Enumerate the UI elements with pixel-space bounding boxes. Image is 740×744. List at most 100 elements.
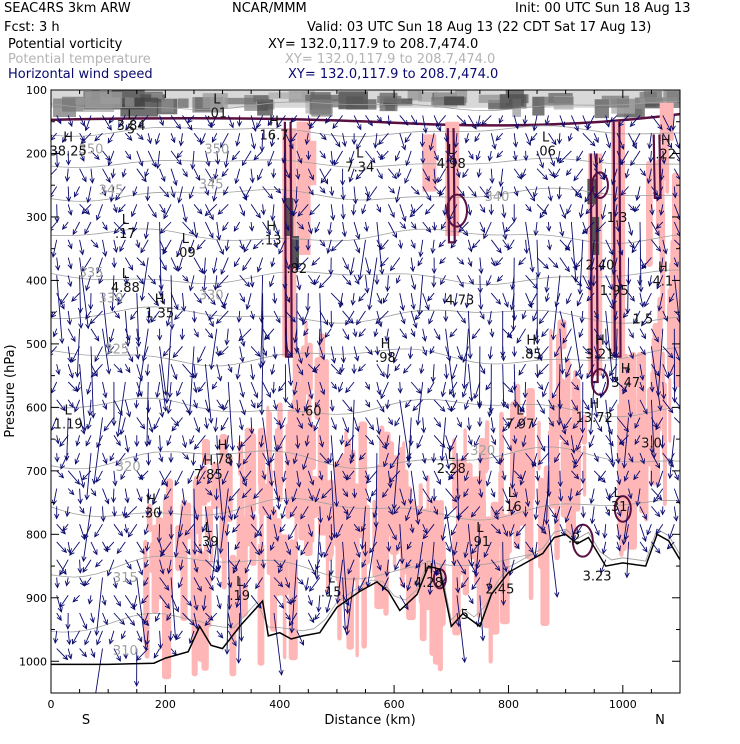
wind-arrow <box>577 239 584 295</box>
wind-arrow <box>621 506 629 546</box>
wind-arrow <box>124 132 133 141</box>
wind-arrow <box>300 541 309 556</box>
wind-arrow <box>578 204 584 219</box>
wind-arrow <box>422 115 428 134</box>
pv-extremum-value: .39 <box>198 535 219 550</box>
wind-arrow <box>559 115 566 128</box>
wind-arrow <box>594 186 607 199</box>
pv-extremum-value: .13 <box>261 233 282 248</box>
wind-arrow <box>399 204 407 223</box>
wind-arrow <box>107 132 115 144</box>
wind-arrow <box>573 168 584 182</box>
wind-arrow <box>292 381 298 396</box>
wind-arrow <box>651 363 660 377</box>
wind-arrow <box>366 186 378 202</box>
wind-arrow <box>205 577 214 591</box>
wind-arrow <box>605 239 614 256</box>
wind-arrow <box>215 150 221 166</box>
wind-arrow <box>342 257 349 271</box>
wind-arrow <box>224 435 230 450</box>
wind-arrow <box>86 417 92 430</box>
wind-arrow <box>163 204 172 220</box>
pv-patch <box>192 479 203 535</box>
wind-arrow <box>67 257 73 270</box>
wind-arrow <box>67 648 73 660</box>
wind-arrow <box>256 257 264 273</box>
wind-arrow <box>67 470 81 485</box>
wind-arrow <box>102 399 108 411</box>
wind-arrow <box>288 612 298 627</box>
wind-arrow <box>81 470 92 481</box>
wind-arrow <box>236 115 242 127</box>
wind-arrow <box>628 346 634 360</box>
wind-arrow <box>314 221 321 234</box>
wind-arrow <box>296 150 303 164</box>
tropopause-streak <box>478 94 510 103</box>
wind-arrow <box>502 417 515 433</box>
wind-arrow <box>270 364 276 376</box>
wind-arrow <box>570 221 579 283</box>
wind-arrow <box>352 328 358 338</box>
wind-arrow <box>479 221 486 234</box>
wind-arrow <box>327 221 333 236</box>
field-xy-pv: XY= 132.0,117.9 to 208.7,474.0 <box>268 37 478 52</box>
wind-arrow <box>193 204 203 215</box>
wind-arrow <box>618 115 629 127</box>
wind-arrow <box>365 346 373 356</box>
wind-arrow <box>250 381 259 399</box>
wind-arrow <box>433 150 439 162</box>
wind-arrow <box>280 506 286 520</box>
pv-patch <box>524 507 533 560</box>
wind-arrow <box>387 470 393 489</box>
wind-arrow <box>628 239 635 249</box>
wind-arrow <box>189 435 195 445</box>
wind-arrow <box>489 328 495 338</box>
wind-arrow <box>350 293 356 306</box>
wind-arrow <box>51 221 58 231</box>
wind-arrow <box>329 150 335 166</box>
wind-arrow <box>239 204 246 217</box>
wind-arrow <box>361 559 367 569</box>
wind-arrow <box>513 186 519 197</box>
wind-arrow <box>605 292 614 310</box>
wind-arrow <box>637 275 643 286</box>
wind-arrow <box>307 221 313 235</box>
wind-arrow <box>478 488 484 499</box>
wind-arrow <box>357 363 366 372</box>
wind-arrow <box>135 648 149 662</box>
wind-arrow <box>624 541 630 579</box>
wind-arrow <box>166 399 172 415</box>
tropopause-streak <box>224 97 257 105</box>
tropopause-streak <box>202 93 228 109</box>
wind-arrow <box>616 541 621 552</box>
pv-extremum-type: H <box>381 337 391 352</box>
wind-arrow <box>136 257 146 267</box>
wind-arrow <box>84 115 92 132</box>
wind-arrow <box>595 221 607 233</box>
wind-arrow <box>217 203 229 215</box>
pv-patch <box>358 421 368 539</box>
wind-arrow <box>212 257 218 275</box>
wind-arrow <box>135 239 141 249</box>
wind-arrow <box>147 417 154 433</box>
wind-arrow <box>133 648 140 687</box>
wind-arrow <box>86 186 92 204</box>
pv-patch <box>361 523 367 649</box>
wind-arrow <box>420 150 426 165</box>
wind-arrow <box>52 328 58 338</box>
tropopause-streak <box>75 97 90 105</box>
wind-arrow <box>653 488 664 503</box>
x-tick-label: 400 <box>269 698 290 711</box>
wind-arrow <box>250 364 256 381</box>
wind-arrow <box>479 204 486 214</box>
wind-arrow <box>467 435 473 446</box>
wind-arrow <box>216 453 225 522</box>
wind-arrow <box>295 541 301 552</box>
wind-arrow <box>593 399 599 419</box>
wind-arrow <box>145 506 151 517</box>
wind-arrow <box>85 275 92 292</box>
wind-arrow <box>121 506 128 518</box>
wind-arrow <box>188 275 195 292</box>
pv-patch <box>204 506 214 538</box>
